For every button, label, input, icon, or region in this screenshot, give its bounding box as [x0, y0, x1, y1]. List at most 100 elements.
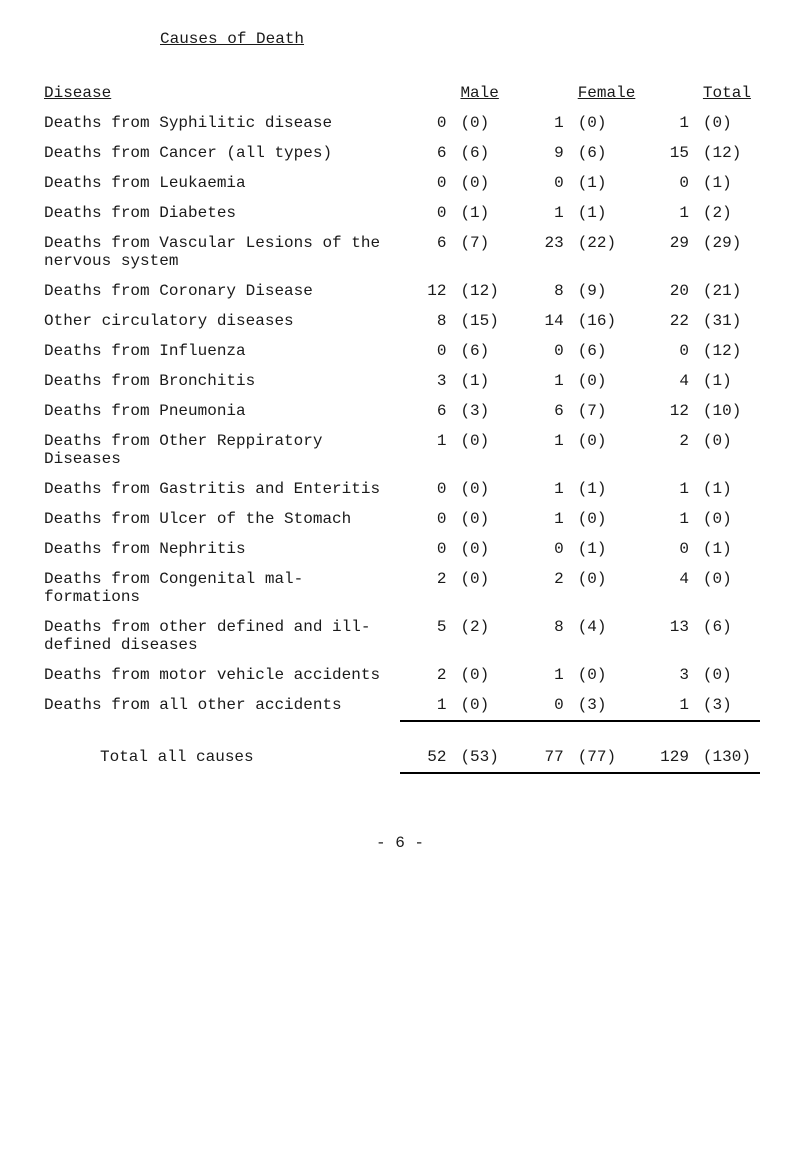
cell-disease: Deaths from Bronchitis — [40, 366, 400, 396]
cell-male-n: 2 — [400, 564, 450, 612]
cell-female-p: (22) — [568, 228, 643, 276]
cell-female-p: (9) — [568, 276, 643, 306]
cell-male-p: (15) — [450, 306, 517, 336]
total-tp: (130) — [693, 734, 760, 773]
cell-total-n: 3 — [643, 660, 693, 690]
cell-male-n: 0 — [400, 504, 450, 534]
cell-total-p: (6) — [693, 612, 760, 660]
cell-male-p: (12) — [450, 276, 517, 306]
table-row: Deaths from Vascular Lesions of the nerv… — [40, 228, 760, 276]
cell-male-n: 0 — [400, 336, 450, 366]
cell-female-p: (0) — [568, 504, 643, 534]
table-row: Deaths from Gastritis and Enteritis0(0)1… — [40, 474, 760, 504]
cell-male-n: 6 — [400, 396, 450, 426]
cell-male-p: (0) — [450, 168, 517, 198]
cell-male-p: (0) — [450, 564, 517, 612]
cell-total-p: (1) — [693, 474, 760, 504]
cell-male-p: (7) — [450, 228, 517, 276]
cell-male-n: 5 — [400, 612, 450, 660]
col-male: Male — [450, 78, 517, 108]
table-row: Deaths from Leukaemia0(0)0(1)0(1) — [40, 168, 760, 198]
cell-total-p: (0) — [693, 564, 760, 612]
causes-table: Disease Male Female Total Deaths from Sy… — [40, 78, 760, 774]
table-row: Deaths from Cancer (all types)6(6)9(6)15… — [40, 138, 760, 168]
cell-female-p: (6) — [568, 138, 643, 168]
cell-male-p: (1) — [450, 198, 517, 228]
cell-total-n: 1 — [643, 690, 693, 721]
cell-total-p: (2) — [693, 198, 760, 228]
cell-female-n: 1 — [517, 198, 567, 228]
table-row: Deaths from Other Reppiratory Diseases1(… — [40, 426, 760, 474]
cell-female-n: 1 — [517, 366, 567, 396]
cell-disease: Deaths from Pneumonia — [40, 396, 400, 426]
cell-female-p: (7) — [568, 396, 643, 426]
cell-total-p: (0) — [693, 108, 760, 138]
cell-total-n: 29 — [643, 228, 693, 276]
cell-disease: Deaths from Cancer (all types) — [40, 138, 400, 168]
cell-total-n: 15 — [643, 138, 693, 168]
cell-male-p: (0) — [450, 660, 517, 690]
table-row: Deaths from Pneumonia6(3)6(7)12(10) — [40, 396, 760, 426]
cell-disease: Deaths from Coronary Disease — [40, 276, 400, 306]
table-row: Deaths from Bronchitis3(1)1(0)4(1) — [40, 366, 760, 396]
cell-total-n: 2 — [643, 426, 693, 474]
cell-female-p: (0) — [568, 366, 643, 396]
table-row: Deaths from Coronary Disease12(12)8(9)20… — [40, 276, 760, 306]
cell-disease: Deaths from Gastritis and Enteritis — [40, 474, 400, 504]
cell-female-p: (0) — [568, 426, 643, 474]
cell-total-n: 0 — [643, 336, 693, 366]
page-title: Causes of Death — [160, 30, 760, 48]
cell-disease: Deaths from Leukaemia — [40, 168, 400, 198]
cell-female-n: 0 — [517, 534, 567, 564]
cell-total-n: 1 — [643, 504, 693, 534]
cell-female-p: (6) — [568, 336, 643, 366]
total-mp: (53) — [450, 734, 517, 773]
cell-total-p: (0) — [693, 660, 760, 690]
cell-disease: Deaths from Ulcer of the Stomach — [40, 504, 400, 534]
cell-disease: Deaths from all other accidents — [40, 690, 400, 721]
cell-female-p: (1) — [568, 168, 643, 198]
cell-disease: Deaths from Diabetes — [40, 198, 400, 228]
cell-total-p: (0) — [693, 504, 760, 534]
cell-female-p: (16) — [568, 306, 643, 336]
total-t: 129 — [643, 734, 693, 773]
cell-disease: Deaths from Syphilitic disease — [40, 108, 400, 138]
cell-disease: Deaths from motor vehicle accidents — [40, 660, 400, 690]
col-total: Total — [693, 78, 760, 108]
cell-total-p: (10) — [693, 396, 760, 426]
cell-female-n: 0 — [517, 690, 567, 721]
cell-male-n: 3 — [400, 366, 450, 396]
cell-female-n: 0 — [517, 336, 567, 366]
cell-male-n: 6 — [400, 138, 450, 168]
table-row: Deaths from Nephritis0(0)0(1)0(1) — [40, 534, 760, 564]
table-row: Deaths from Ulcer of the Stomach0 (0)1(0)… — [40, 504, 760, 534]
cell-total-p: (1) — [693, 168, 760, 198]
cell-total-p: (12) — [693, 336, 760, 366]
table-row: Deaths from Syphilitic disease0(0)1(0)1(… — [40, 108, 760, 138]
cell-female-n: 1 — [517, 426, 567, 474]
cell-total-p: (1) — [693, 534, 760, 564]
table-row: Deaths from Diabetes0(1)1(1)1(2) — [40, 198, 760, 228]
cell-female-n: 9 — [517, 138, 567, 168]
cell-total-n: 13 — [643, 612, 693, 660]
table-row: Other circulatory diseases8(15)14(16)22(… — [40, 306, 760, 336]
cell-total-p: (0) — [693, 426, 760, 474]
table-row: Deaths from motor vehicle accidents2(0)1… — [40, 660, 760, 690]
cell-male-n: 0 — [400, 168, 450, 198]
total-fp: (77) — [568, 734, 643, 773]
cell-female-p: (0) — [568, 660, 643, 690]
cell-total-n: 20 — [643, 276, 693, 306]
cell-total-n: 0 — [643, 168, 693, 198]
cell-male-p: (6) — [450, 336, 517, 366]
cell-male-n: 0 — [400, 198, 450, 228]
cell-female-p: (4) — [568, 612, 643, 660]
cell-female-p: (1) — [568, 474, 643, 504]
table-row: Deaths from Influenza0(6)0(6)0(12) — [40, 336, 760, 366]
cell-male-p: (0) — [450, 108, 517, 138]
cell-disease: Deaths from other defined and ill-define… — [40, 612, 400, 660]
cell-total-n: 1 — [643, 198, 693, 228]
cell-male-n: 0 — [400, 534, 450, 564]
cell-disease: Other circulatory diseases — [40, 306, 400, 336]
cell-female-p: (0) — [568, 108, 643, 138]
cell-disease: Deaths from Nephritis — [40, 534, 400, 564]
